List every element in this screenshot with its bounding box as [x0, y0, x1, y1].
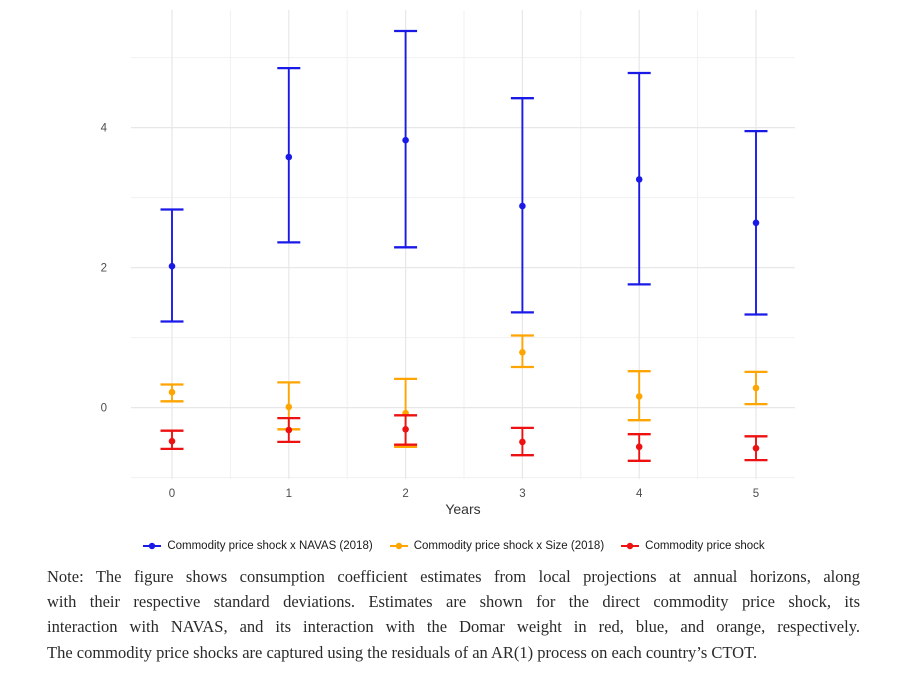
- note-line: The commodity price shocks are captured …: [47, 642, 758, 662]
- estimate-point: [168, 262, 176, 270]
- chart-canvas: 0 2 4 0 1 2 3 4 5 Years: [101, 10, 795, 517]
- note-line: with their respective standard deviation…: [47, 592, 860, 612]
- estimate-point: [168, 388, 176, 396]
- estimate-point: [519, 349, 526, 356]
- estimate-point: [752, 384, 760, 392]
- legend-label: Commodity price shock x NAVAS (2018): [167, 540, 373, 552]
- x-tick-label: 3: [519, 488, 525, 500]
- estimate-point: [285, 153, 293, 161]
- estimate-point: [752, 444, 760, 452]
- legend-item: Commodity price shock x NAVAS (2018): [142, 540, 373, 552]
- x-tick-label: 2: [402, 488, 408, 500]
- y-tick-label: 0: [101, 403, 107, 415]
- legend-pointrange-icon: [143, 542, 162, 550]
- x-tick-label: 5: [753, 488, 759, 500]
- estimate-point: [519, 202, 526, 210]
- note-line: Note: The figure shows consumption coeff…: [47, 567, 860, 586]
- legend-item: Commodity price shock: [620, 540, 765, 552]
- x-tick-label: 1: [286, 488, 292, 500]
- estimate-point: [168, 437, 176, 445]
- y-tick-label: 2: [101, 263, 107, 275]
- x-tick-label: 4: [636, 488, 643, 500]
- legend-pointrange-icon: [389, 542, 408, 550]
- estimate-point: [285, 426, 293, 434]
- legend-item: Commodity price shock x Size (2018): [389, 540, 604, 552]
- y-tick-label: 4: [101, 123, 108, 135]
- chart-legend: Commodity price shock x NAVAS (2018) Comm…: [0, 536, 907, 556]
- legend-pointrange-icon: [621, 542, 640, 550]
- estimate-point: [752, 219, 760, 227]
- legend-label: Commodity price shock: [645, 540, 765, 552]
- estimate-point: [519, 438, 526, 446]
- note-line: interaction with NAVAS, and its interact…: [47, 617, 860, 637]
- x-tick-label: 0: [169, 488, 175, 500]
- legend-label: Commodity price shock x Size (2018): [413, 540, 605, 552]
- coefficient-plot: 0 2 4 0 1 2 3 4 5 Years: [101, 10, 795, 517]
- estimate-point: [402, 136, 409, 144]
- estimate-point: [635, 393, 643, 400]
- figure-note: Note: The figure shows consumption coeff…: [47, 564, 860, 665]
- estimate-point: [285, 403, 293, 411]
- estimate-point: [635, 443, 643, 451]
- x-axis-title: Years: [445, 501, 480, 517]
- estimate-point: [635, 176, 643, 183]
- estimate-point: [402, 426, 409, 433]
